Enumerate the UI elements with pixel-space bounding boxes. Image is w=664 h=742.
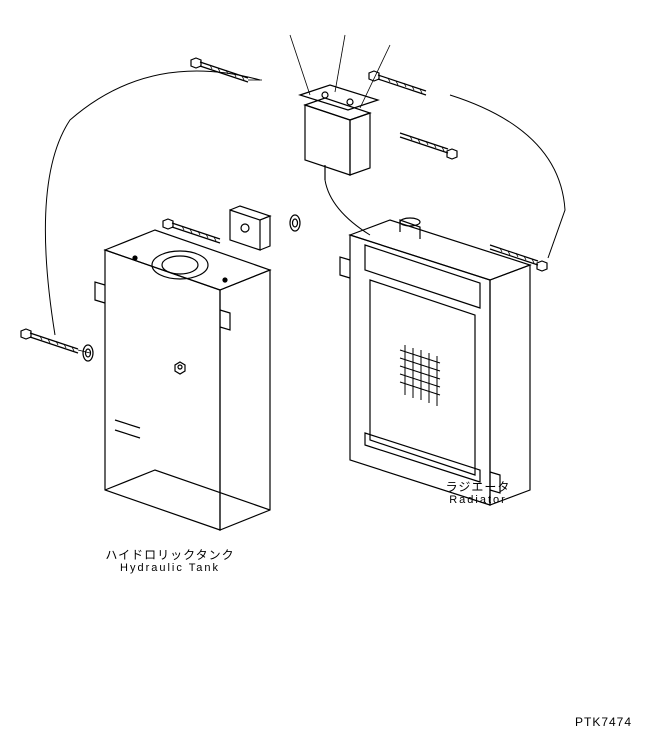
bracket-drawing <box>230 206 270 250</box>
diagram-container: ハイドロリックタンク Hydraulic Tank ラジエータ Radiator… <box>0 0 664 742</box>
hydraulic-tank-label-jp: ハイドロリックタンク <box>90 546 250 563</box>
hydraulic-tank-label-en: Hydraulic Tank <box>90 562 250 574</box>
technical-diagram <box>0 0 664 742</box>
radiator-drawing <box>340 218 530 505</box>
bolts-drawing <box>21 58 547 353</box>
washers-drawing <box>83 215 300 361</box>
leader-lines <box>78 35 390 353</box>
connector-block-drawing <box>300 85 378 180</box>
drawing-code: PTK7474 <box>575 715 632 729</box>
hydraulic-tank-drawing <box>95 230 270 530</box>
radiator-label-en: Radiator <box>438 494 518 506</box>
radiator-label-jp: ラジエータ <box>438 478 518 495</box>
